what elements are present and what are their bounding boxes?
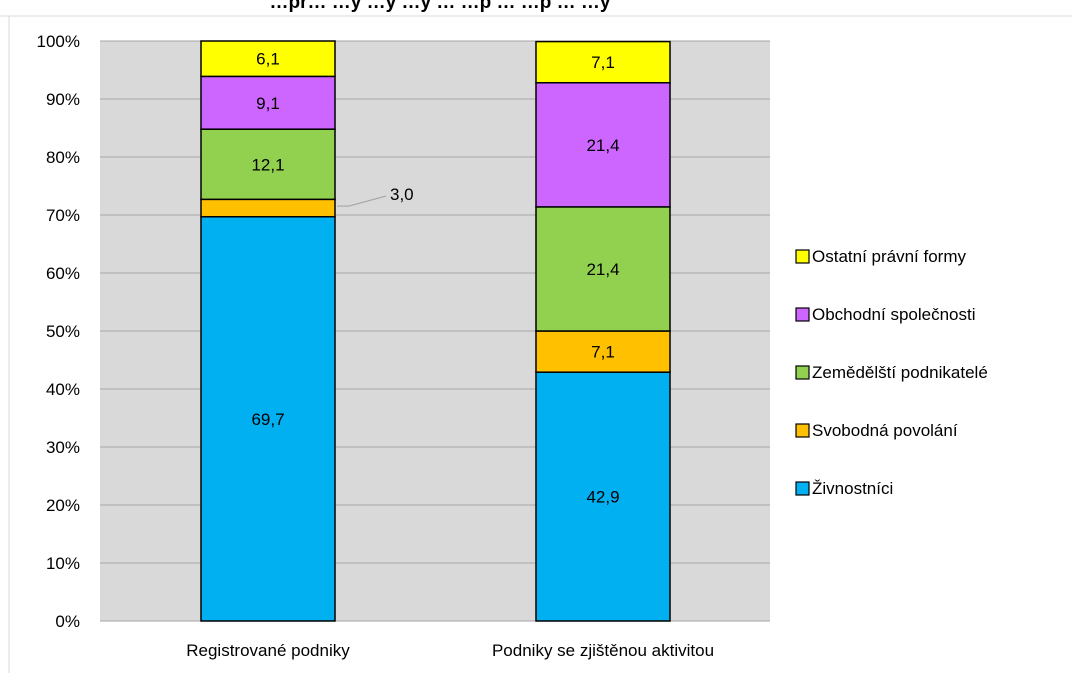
bar-segment-obchodni-spolecnosti [535, 82, 671, 208]
legend-label: Obchodní společnosti [812, 305, 976, 324]
y-tick-label: 60% [46, 264, 80, 283]
data-label: 3,0 [390, 185, 414, 204]
y-tick-label: 70% [46, 206, 80, 225]
legend-label: Ostatní právní formy [812, 247, 966, 266]
legend-swatch [795, 365, 810, 380]
y-tick-label: 90% [46, 90, 80, 109]
y-tick-label: 100% [37, 32, 80, 51]
y-tick-label: 20% [46, 496, 80, 515]
data-label: 21,4 [586, 260, 619, 279]
bar-segment-ostatni-pravni-formy [535, 40, 671, 84]
legend-item-zemedelsti-podnikatele: Zemědělští podnikatelé [795, 363, 988, 382]
x-category-label: Podniky se zjištěnou aktivitou [492, 641, 714, 660]
legend-swatch [795, 481, 810, 496]
data-label: 7,1 [591, 343, 615, 362]
y-tick-label: 50% [46, 322, 80, 341]
y-tick-label: 80% [46, 148, 80, 167]
legend-swatch [795, 307, 810, 322]
y-tick-label: 0% [55, 612, 80, 631]
bar-segment-ostatni-pravni-formy [200, 40, 336, 78]
bar-stacks: 69,7 3,0 12,1 9,1 6,1 42,9 7,1 21,4 21,4 7,1 [200, 40, 671, 622]
y-tick-label: 10% [46, 554, 80, 573]
legend-item-ostatni-pravni-formy: Ostatní právní formy [795, 247, 966, 266]
chart-title: …pr… …y …y …y … …p … …p … …y [270, 0, 611, 13]
legend-swatch [795, 423, 810, 438]
legend-swatch [795, 249, 810, 264]
legend-label: Svobodná povolání [812, 421, 958, 440]
data-label: 7,1 [591, 53, 615, 72]
bar-segment-zemedelsti-podnikatele [535, 206, 671, 332]
data-label: 9,1 [256, 94, 280, 113]
x-category-label: Registrované podniky [186, 641, 350, 660]
y-tick-label: 40% [46, 380, 80, 399]
x-axis-categories: Registrované podniky Podniky se zjištěnou… [186, 641, 714, 660]
bar-segment-zivnostnici [200, 215, 336, 622]
bar-segment-obchodni-spolecnosti [200, 75, 336, 130]
legend-label: Zemědělští podnikatelé [812, 363, 988, 382]
bar-segment-zivnostnici [535, 371, 671, 622]
data-label-leader-line [337, 195, 387, 207]
legend-item-svobodna-povolani: Svobodná povolání [795, 421, 958, 440]
y-axis-ticks: 0% 10% 20% 30% 40% 50% 60% 70% 80% 90% 100% [37, 32, 80, 631]
data-label: 69,7 [251, 410, 284, 429]
data-label: 21,4 [586, 136, 619, 155]
y-tick-label: 30% [46, 438, 80, 457]
legend-item-zivnostnici: Živnostníci [795, 479, 893, 498]
legend-item-obchodni-spolecnosti: Obchodní společnosti [795, 305, 976, 324]
data-label: 12,1 [251, 155, 284, 174]
bar-segment-zemedelsti-podnikatele [200, 128, 336, 201]
bar-segment-svobodna-povolani [200, 198, 336, 218]
data-label: 42,9 [586, 488, 619, 507]
data-label: 6,1 [256, 50, 280, 69]
legend-label: Živnostníci [812, 479, 893, 498]
legend: Ostatní právní formy Obchodní společnosti… [795, 247, 988, 498]
